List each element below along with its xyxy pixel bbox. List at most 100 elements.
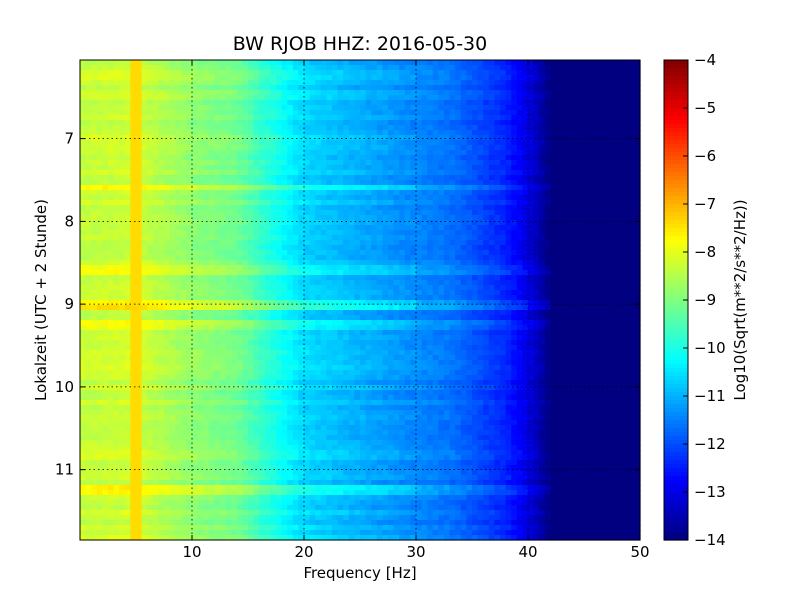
heatmap-cell xyxy=(164,245,171,251)
heatmap-cell xyxy=(309,290,316,296)
heatmap-cell xyxy=(376,160,383,166)
heatmap-cell xyxy=(584,240,591,246)
heatmap-cell xyxy=(304,290,311,296)
heatmap-cell xyxy=(152,155,159,161)
heatmap-cell xyxy=(175,280,182,286)
heatmap-cell xyxy=(612,75,619,81)
heatmap-cell xyxy=(410,145,417,151)
heatmap-cell xyxy=(208,100,215,106)
heatmap-cell xyxy=(410,65,417,71)
heatmap-cell xyxy=(203,290,210,296)
heatmap-cell xyxy=(500,300,507,306)
heatmap-cell xyxy=(337,245,344,251)
heatmap-cell xyxy=(147,135,154,141)
heatmap-cell xyxy=(80,255,87,261)
heatmap-cell xyxy=(320,115,327,121)
heatmap-cell xyxy=(365,195,372,201)
heatmap-cell xyxy=(427,260,434,266)
heatmap-cell xyxy=(371,295,378,301)
heatmap-cell xyxy=(623,275,630,281)
heatmap-cell xyxy=(427,290,434,296)
heatmap-cell xyxy=(617,95,624,101)
heatmap-cell xyxy=(326,165,333,171)
heatmap-cell xyxy=(102,135,109,141)
heatmap-cell xyxy=(595,215,602,221)
heatmap-cell xyxy=(533,110,540,116)
heatmap-cell xyxy=(410,135,417,141)
heatmap-cell xyxy=(326,215,333,221)
heatmap-cell xyxy=(309,165,316,171)
heatmap-cell xyxy=(376,240,383,246)
heatmap-cell xyxy=(382,200,389,206)
heatmap-cell xyxy=(85,290,92,296)
heatmap-cell xyxy=(460,265,467,271)
heatmap-cell xyxy=(96,295,103,301)
heatmap-cell xyxy=(371,70,378,76)
heatmap-cell xyxy=(388,195,395,201)
heatmap-cell xyxy=(404,65,411,71)
heatmap-cell xyxy=(460,190,467,196)
heatmap-cell xyxy=(270,195,277,201)
heatmap-cell xyxy=(561,265,568,271)
heatmap-cell xyxy=(421,295,428,301)
heatmap-cell xyxy=(264,150,271,156)
heatmap-cell xyxy=(343,210,350,216)
heatmap-cell xyxy=(589,235,596,241)
heatmap-cell xyxy=(220,180,227,186)
heatmap-cell xyxy=(203,295,210,301)
heatmap-cell xyxy=(337,80,344,86)
heatmap-cell xyxy=(175,155,182,161)
heatmap-cell xyxy=(337,150,344,156)
heatmap-cell xyxy=(220,100,227,106)
heatmap-cell xyxy=(203,305,210,311)
heatmap-cell xyxy=(522,285,529,291)
heatmap-cell xyxy=(438,70,445,76)
heatmap-cell xyxy=(91,85,98,91)
heatmap-cell xyxy=(399,65,406,71)
heatmap-cell xyxy=(606,250,613,256)
heatmap-cell xyxy=(528,225,535,231)
heatmap-cell xyxy=(438,235,445,241)
heatmap-cell xyxy=(315,60,322,66)
heatmap-cell xyxy=(634,125,641,131)
heatmap-cell xyxy=(287,65,294,71)
heatmap-cell xyxy=(119,290,126,296)
heatmap-cell xyxy=(522,280,529,286)
heatmap-cell xyxy=(533,220,540,226)
heatmap-cell xyxy=(192,180,199,186)
heatmap-cell xyxy=(544,230,551,236)
heatmap-cell xyxy=(393,120,400,126)
heatmap-cell xyxy=(203,200,210,206)
heatmap-cell xyxy=(516,170,523,176)
heatmap-cell xyxy=(455,115,462,121)
heatmap-cell xyxy=(264,105,271,111)
heatmap-cell xyxy=(427,300,434,306)
heatmap-cell xyxy=(124,190,131,196)
heatmap-cell xyxy=(169,275,176,281)
heatmap-cell xyxy=(410,200,417,206)
heatmap-cell xyxy=(203,90,210,96)
heatmap-cell xyxy=(85,270,92,276)
heatmap-cell xyxy=(108,125,115,131)
heatmap-cell xyxy=(119,75,126,81)
heatmap-cell xyxy=(416,65,423,71)
heatmap-cell xyxy=(304,285,311,291)
heatmap-cell xyxy=(600,80,607,86)
heatmap-cell xyxy=(236,155,243,161)
heatmap-cell xyxy=(388,185,395,191)
heatmap-cell xyxy=(203,170,210,176)
heatmap-cell xyxy=(438,250,445,256)
heatmap-cell xyxy=(477,115,484,121)
heatmap-cell xyxy=(270,145,277,151)
heatmap-cell xyxy=(164,135,171,141)
heatmap-cell xyxy=(354,165,361,171)
heatmap-cell xyxy=(242,160,249,166)
heatmap-cell xyxy=(438,160,445,166)
heatmap-cell xyxy=(253,105,260,111)
heatmap-cell xyxy=(320,270,327,276)
heatmap-cell xyxy=(404,245,411,251)
heatmap-cell xyxy=(511,95,518,101)
heatmap-cell xyxy=(612,175,619,181)
heatmap-cell xyxy=(533,185,540,191)
heatmap-cell xyxy=(270,300,277,306)
